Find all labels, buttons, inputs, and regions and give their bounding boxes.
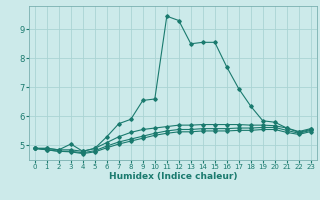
X-axis label: Humidex (Indice chaleur): Humidex (Indice chaleur) xyxy=(108,172,237,181)
